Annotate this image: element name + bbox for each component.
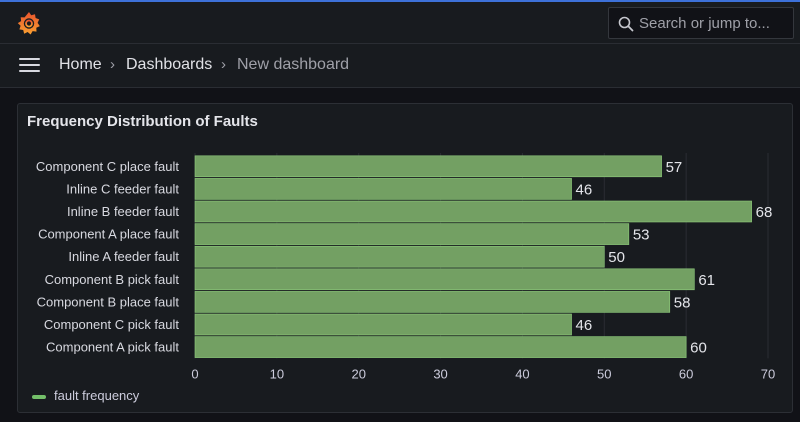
category-label: Component A place fault	[38, 227, 179, 242]
bar	[194, 336, 687, 358]
search-placeholder: Search or jump to...	[639, 15, 770, 32]
x-tick-label: 40	[515, 366, 529, 381]
x-tick-label: 50	[597, 366, 611, 381]
breadcrumb-current: New dashboard	[237, 56, 350, 73]
top-bar: Search or jump to...	[0, 0, 800, 44]
panel-title: Frequency Distribution of Faults	[27, 113, 258, 130]
breadcrumb-dashboards[interactable]: Dashboards	[126, 56, 213, 73]
hamburger-menu-icon[interactable]	[19, 58, 41, 74]
data-label: 60	[690, 340, 707, 357]
category-label: Inline C feeder fault	[66, 181, 179, 196]
chart-panel[interactable]: Frequency Distribution of Faults Compone…	[17, 103, 793, 413]
data-label: 46	[576, 181, 593, 198]
bar	[194, 245, 605, 268]
x-tick-label: 0	[191, 366, 198, 381]
breadcrumb-separator: ›	[221, 56, 226, 73]
grafana-logo-icon[interactable]	[16, 10, 42, 36]
bar	[194, 200, 752, 223]
bar	[194, 268, 695, 291]
category-label: Component A pick fault	[46, 340, 179, 355]
bar	[194, 291, 671, 313]
data-label: 61	[698, 272, 715, 289]
breadcrumb-separator: ›	[110, 56, 115, 73]
data-label: 50	[608, 249, 625, 266]
search-box[interactable]: Search or jump to...	[608, 7, 794, 39]
data-label: 57	[666, 159, 683, 176]
breadcrumb-bar: Home › Dashboards › New dashboard	[0, 44, 800, 88]
legend-color-marker	[32, 395, 46, 399]
data-label: 53	[633, 227, 650, 244]
search-icon	[618, 16, 634, 32]
x-tick-label: 30	[433, 366, 447, 381]
data-label: 46	[576, 317, 593, 334]
category-label: Component C pick fault	[44, 317, 180, 332]
bar	[194, 313, 572, 336]
bar	[194, 223, 630, 245]
bar	[194, 178, 572, 200]
category-label: Component B place fault	[37, 294, 180, 309]
breadcrumb-home[interactable]: Home	[59, 56, 102, 73]
data-label: 58	[674, 294, 691, 311]
x-tick-label: 10	[270, 366, 284, 381]
bar-chart: Component C place fault 57 Inline C feeder…	[36, 153, 775, 381]
legend-label[interactable]: fault frequency	[54, 388, 140, 403]
x-tick-label: 60	[679, 366, 693, 381]
category-label: Inline B feeder fault	[67, 204, 179, 219]
x-tick-label: 20	[351, 366, 365, 381]
x-tick-label: 70	[761, 366, 775, 381]
category-label: Component B pick fault	[45, 272, 180, 287]
category-label: Component C place fault	[36, 159, 179, 174]
category-label: Inline A feeder fault	[68, 249, 179, 264]
data-label: 68	[756, 204, 773, 221]
bar	[194, 155, 662, 178]
